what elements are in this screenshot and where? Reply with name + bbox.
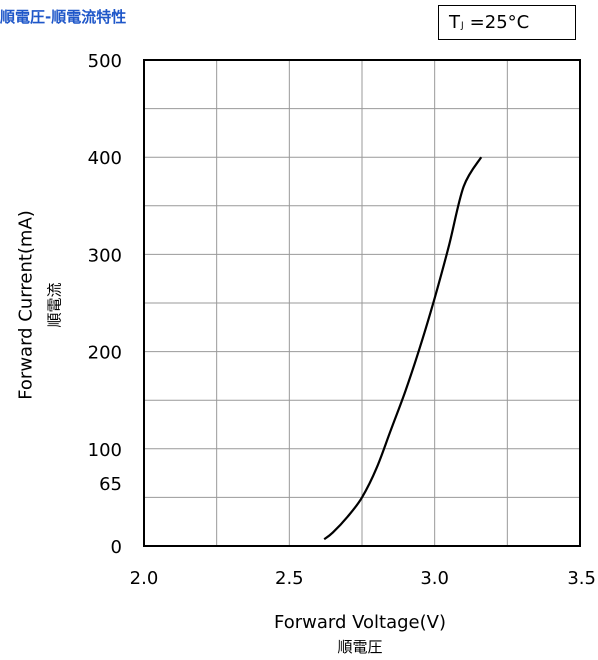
x-tick-label: 2.0 (130, 568, 159, 589)
temperature-condition-box: T J =25°C (438, 5, 576, 40)
x-axis-label-jp: 順電圧 (337, 638, 383, 656)
temperature-symbol: T (449, 12, 460, 33)
x-tick-label: 2.5 (275, 568, 304, 589)
temperature-value: =25°C (469, 12, 530, 33)
plot-area-frame (143, 59, 581, 547)
y-axis-label: Forward Current(mA) (15, 210, 37, 400)
tick-labels: 0 65 100 200 300 400 500 2.0 2.5 3.0 3.5 (88, 51, 596, 589)
y-tick-label: 100 (88, 440, 122, 461)
y-tick-label: 0 (111, 537, 122, 558)
y-tick-label: 65 (99, 474, 122, 495)
temperature-subscript: J (461, 20, 464, 31)
y-tick-label: 300 (88, 245, 122, 266)
y-axis-label-jp: 順電流 (45, 282, 64, 328)
x-tick-label: 3.5 (567, 568, 596, 589)
x-tick-label: 3.0 (420, 568, 449, 589)
forward-iv-curve (323, 156, 483, 541)
chart-title: 順電圧-順電流特性 (0, 8, 127, 26)
y-tick-label: 500 (88, 51, 122, 72)
y-tick-label: 400 (88, 148, 122, 169)
y-tick-label: 200 (88, 343, 122, 364)
grid-layer (144, 60, 580, 546)
x-axis-label: Forward Voltage(V) (274, 612, 446, 633)
